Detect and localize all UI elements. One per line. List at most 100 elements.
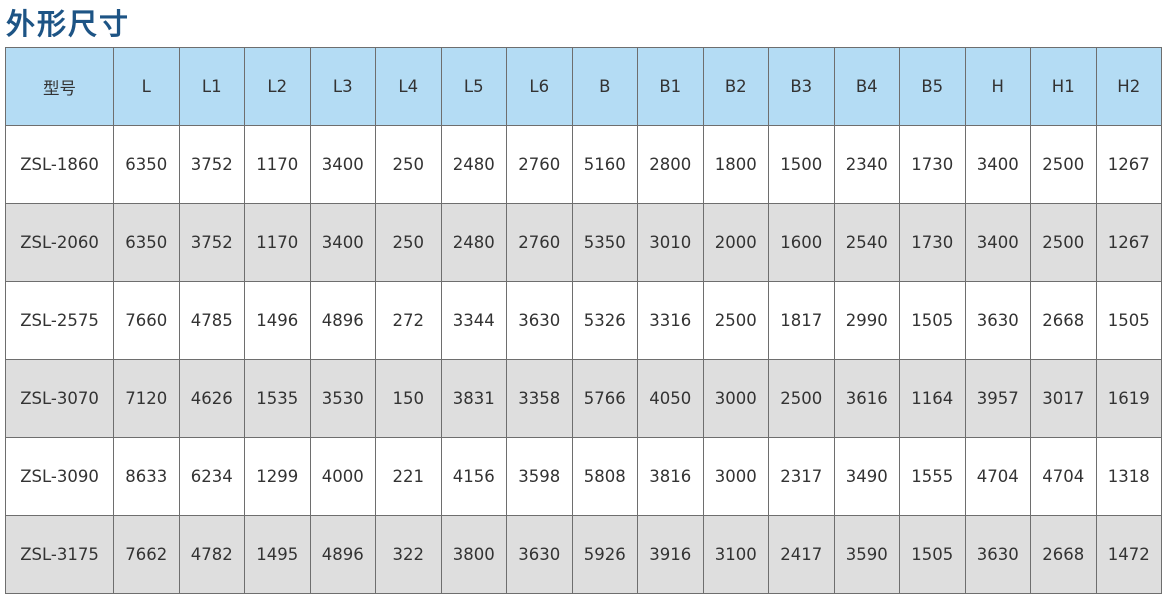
value-cell: 3831 (440, 359, 507, 438)
value-cell: 1164 (899, 359, 966, 438)
value-cell: 250 (375, 125, 442, 204)
column-header: H1 (1030, 47, 1097, 126)
value-cell: 1619 (1095, 359, 1162, 438)
value-cell: 1505 (1095, 281, 1162, 360)
value-cell: 6350 (113, 125, 180, 204)
value-cell: 3000 (702, 437, 769, 516)
value-cell: 1817 (768, 281, 835, 360)
column-header: B1 (637, 47, 704, 126)
value-cell: 2760 (506, 203, 573, 282)
value-cell: 3400 (964, 125, 1031, 204)
value-cell: 2000 (702, 203, 769, 282)
value-cell: 3400 (309, 203, 376, 282)
table-row: ZSL-3070 7120 4626 1535 3530 150 3831 3358 5766 4… (5, 359, 1162, 438)
value-cell: 2800 (637, 125, 704, 204)
value-cell: 5766 (571, 359, 638, 438)
value-cell: 3358 (506, 359, 573, 438)
value-cell: 2480 (440, 203, 507, 282)
value-cell: 1472 (1095, 515, 1162, 594)
value-cell: 1170 (244, 203, 311, 282)
value-cell: 1505 (899, 515, 966, 594)
value-cell: 3752 (178, 125, 245, 204)
value-cell: 2540 (833, 203, 900, 282)
value-cell: 2500 (702, 281, 769, 360)
value-cell: 4156 (440, 437, 507, 516)
value-cell: 4782 (178, 515, 245, 594)
value-cell: 4896 (309, 281, 376, 360)
value-cell: 1299 (244, 437, 311, 516)
value-cell: 3800 (440, 515, 507, 594)
value-cell: 3752 (178, 203, 245, 282)
column-header: L4 (375, 47, 442, 126)
column-header: L2 (244, 47, 311, 126)
table-row: ZSL-3175 7662 4782 1495 4896 322 3800 3630 5926 3… (5, 515, 1162, 594)
value-cell: 1600 (768, 203, 835, 282)
value-cell: 2500 (768, 359, 835, 438)
value-cell: 5926 (571, 515, 638, 594)
value-cell: 2480 (440, 125, 507, 204)
value-cell: 3630 (506, 281, 573, 360)
column-header: B3 (768, 47, 835, 126)
value-cell: 1730 (899, 125, 966, 204)
column-header: 型号 (5, 47, 114, 126)
value-cell: 3530 (309, 359, 376, 438)
value-cell: 2500 (1030, 125, 1097, 204)
value-cell: 3916 (637, 515, 704, 594)
value-cell: 1505 (899, 281, 966, 360)
value-cell: 5808 (571, 437, 638, 516)
value-cell: 3010 (637, 203, 704, 282)
value-cell: 4626 (178, 359, 245, 438)
value-cell: 5326 (571, 281, 638, 360)
model-cell: ZSL-2575 (5, 281, 114, 360)
value-cell: 3957 (964, 359, 1031, 438)
value-cell: 2668 (1030, 281, 1097, 360)
model-cell: ZSL-3070 (5, 359, 114, 438)
model-cell: ZSL-3175 (5, 515, 114, 594)
value-cell: 5160 (571, 125, 638, 204)
value-cell: 3630 (506, 515, 573, 594)
value-cell: 1730 (899, 203, 966, 282)
value-cell: 7120 (113, 359, 180, 438)
column-header: L5 (440, 47, 507, 126)
value-cell: 322 (375, 515, 442, 594)
value-cell: 3630 (964, 515, 1031, 594)
value-cell: 3017 (1030, 359, 1097, 438)
value-cell: 4785 (178, 281, 245, 360)
value-cell: 3000 (702, 359, 769, 438)
column-header: H2 (1095, 47, 1162, 126)
column-header: B (571, 47, 638, 126)
value-cell: 4896 (309, 515, 376, 594)
value-cell: 3616 (833, 359, 900, 438)
value-cell: 3400 (964, 203, 1031, 282)
value-cell: 2317 (768, 437, 835, 516)
value-cell: 250 (375, 203, 442, 282)
column-header: B4 (833, 47, 900, 126)
value-cell: 2500 (1030, 203, 1097, 282)
value-cell: 2990 (833, 281, 900, 360)
value-cell: 150 (375, 359, 442, 438)
value-cell: 1555 (899, 437, 966, 516)
value-cell: 8633 (113, 437, 180, 516)
value-cell: 3590 (833, 515, 900, 594)
value-cell: 6350 (113, 203, 180, 282)
value-cell: 1318 (1095, 437, 1162, 516)
table-header-row: 型号 L L1 L2 L3 L4 L5 L6 B B1 B2 B3 B4 B5 H H1 H2 (5, 47, 1162, 126)
value-cell: 1496 (244, 281, 311, 360)
table-row: ZSL-3090 8633 6234 1299 4000 221 4156 3598 5808 3… (5, 437, 1162, 516)
value-cell: 1535 (244, 359, 311, 438)
value-cell: 1495 (244, 515, 311, 594)
value-cell: 3316 (637, 281, 704, 360)
table-row: ZSL-1860 6350 3752 1170 3400 250 2480 2760 5160 2… (5, 125, 1162, 204)
model-cell: ZSL-3090 (5, 437, 114, 516)
table-row: ZSL-2060 6350 3752 1170 3400 250 2480 2760 5350 3… (5, 203, 1162, 282)
value-cell: 3816 (637, 437, 704, 516)
value-cell: 1267 (1095, 203, 1162, 282)
value-cell: 2340 (833, 125, 900, 204)
value-cell: 4050 (637, 359, 704, 438)
column-header: L6 (506, 47, 573, 126)
value-cell: 1170 (244, 125, 311, 204)
value-cell: 272 (375, 281, 442, 360)
column-header: H (964, 47, 1031, 126)
column-header: L3 (309, 47, 376, 126)
value-cell: 3490 (833, 437, 900, 516)
